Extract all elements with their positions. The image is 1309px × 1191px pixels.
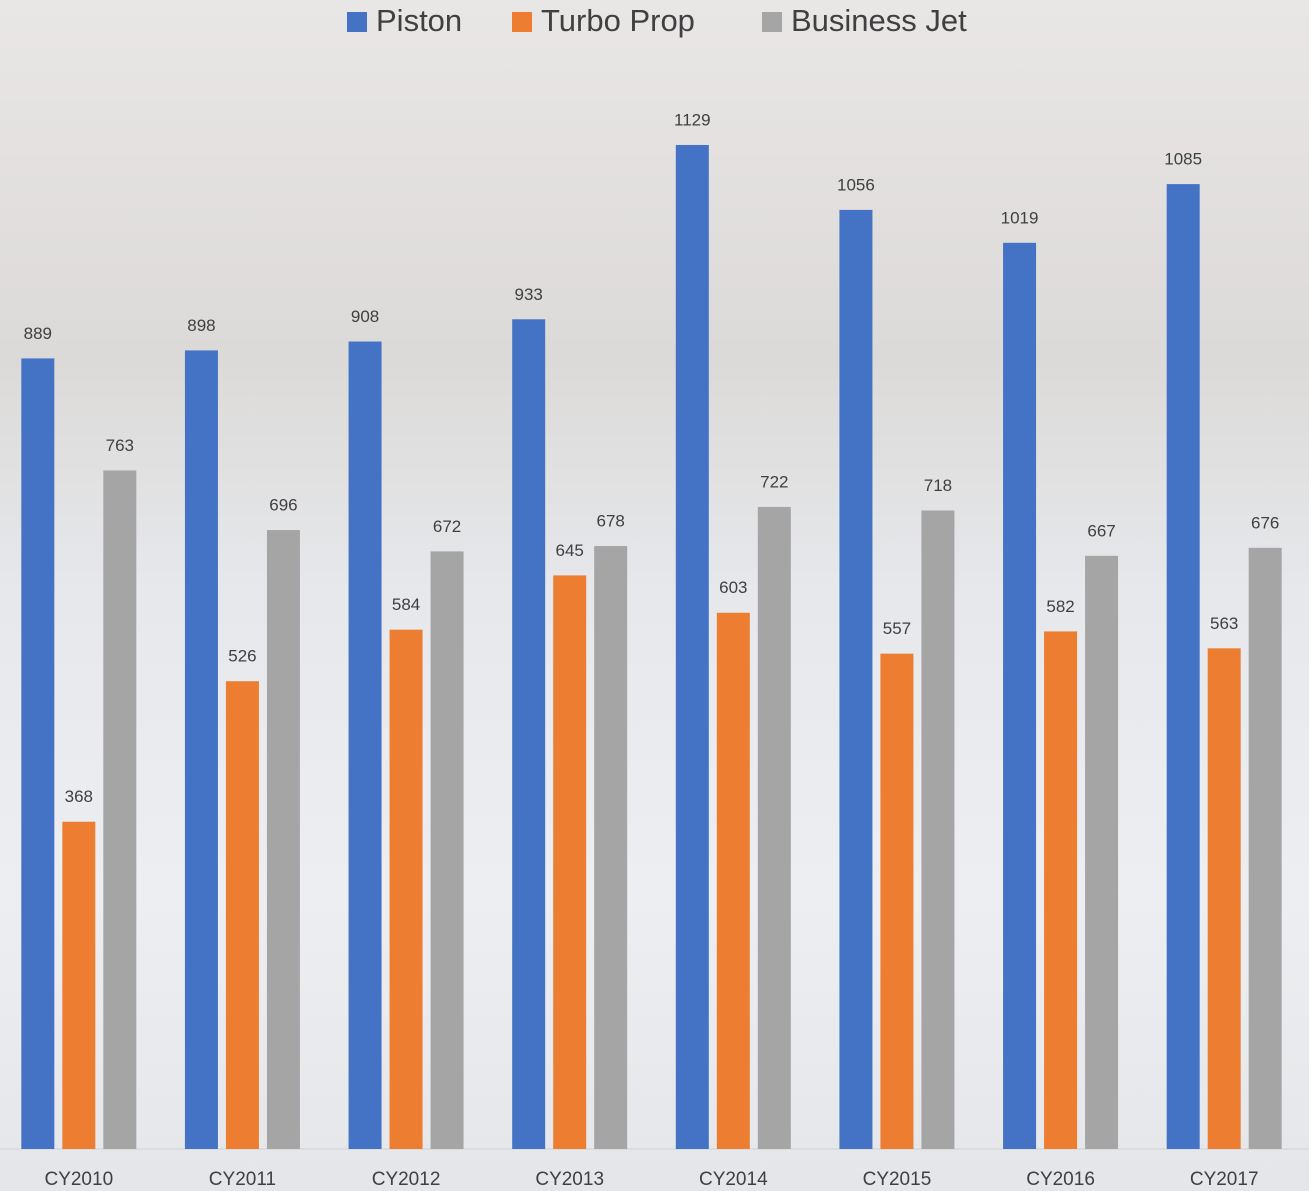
bar	[21, 358, 55, 1149]
x-tick-label: CY2015	[863, 1169, 932, 1190]
bar	[266, 530, 300, 1149]
legend-swatch	[762, 12, 782, 32]
data-label: 526	[228, 647, 256, 666]
bar	[62, 821, 96, 1149]
data-label: 584	[392, 595, 420, 614]
legend-label: Business Jet	[791, 3, 967, 38]
data-label: 908	[351, 307, 379, 326]
bar	[675, 144, 709, 1150]
data-label: 667	[1087, 521, 1115, 540]
x-tick-label: CY2011	[209, 1169, 276, 1190]
data-label: 676	[1251, 513, 1279, 532]
bar	[1248, 547, 1282, 1149]
bar	[1003, 242, 1037, 1150]
data-label: 678	[597, 512, 625, 531]
data-label: 582	[1046, 597, 1074, 616]
legend-swatch	[512, 12, 532, 32]
bar	[389, 629, 423, 1149]
x-tick-label: CY2017	[1190, 1169, 1259, 1190]
bar	[757, 506, 791, 1149]
bar	[921, 510, 955, 1149]
bar	[103, 470, 137, 1149]
x-tick-label: CY2012	[372, 1169, 441, 1190]
legend-label: Turbo Prop	[541, 3, 695, 38]
data-label: 563	[1210, 614, 1238, 633]
bar	[1085, 555, 1119, 1149]
data-label: 557	[883, 619, 911, 638]
x-tick-label: CY2016	[1026, 1169, 1095, 1190]
bar	[225, 681, 259, 1149]
data-label: 718	[924, 476, 952, 495]
bar	[553, 575, 587, 1149]
data-label: 763	[106, 436, 134, 455]
bar	[184, 350, 218, 1150]
legend-label: Piston	[376, 3, 462, 38]
bar	[1044, 631, 1078, 1149]
data-label: 722	[760, 472, 788, 491]
x-tick-label: CY2010	[44, 1169, 113, 1190]
data-label: 898	[187, 316, 215, 335]
bar	[348, 341, 382, 1149]
x-tick-label: CY2014	[699, 1169, 768, 1190]
data-label: 696	[269, 496, 297, 515]
data-label: 603	[719, 578, 747, 597]
bar	[512, 319, 546, 1150]
bar	[1207, 648, 1241, 1149]
bar	[594, 546, 628, 1149]
data-label: 672	[433, 517, 461, 536]
bar	[880, 653, 914, 1149]
x-tick-label: CY2013	[535, 1169, 604, 1190]
legend-swatch	[347, 12, 367, 32]
data-label: 645	[556, 541, 584, 560]
data-label: 368	[65, 787, 93, 806]
data-label: 1129	[674, 110, 711, 129]
bar	[716, 612, 750, 1149]
bar	[430, 551, 464, 1149]
data-label: 1019	[1001, 208, 1039, 227]
data-label: 1056	[837, 175, 875, 194]
data-label: 933	[515, 285, 543, 304]
bar	[839, 209, 873, 1150]
data-label: 889	[24, 324, 52, 343]
bar	[1166, 184, 1200, 1149]
data-label: 1085	[1164, 150, 1202, 169]
